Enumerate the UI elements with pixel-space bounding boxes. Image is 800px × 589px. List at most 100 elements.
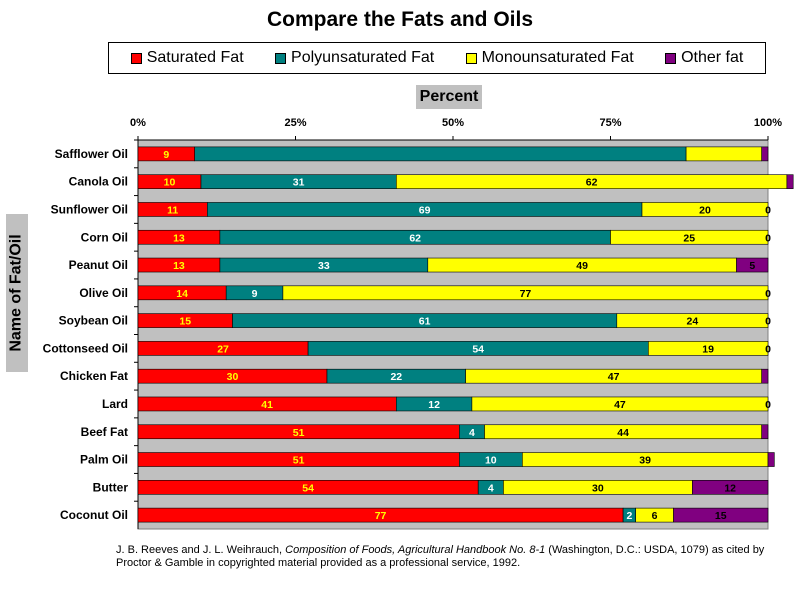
value-label: 4 xyxy=(469,427,475,439)
bar-segment xyxy=(282,285,769,301)
value-label: 9 xyxy=(252,288,258,300)
plot-area xyxy=(137,139,769,530)
legend-label-monounsaturated-fat: Monounsaturated Fat xyxy=(481,49,634,66)
source-citation: J. B. Reeves and J. L. Weihrauch, Compos… xyxy=(116,544,776,570)
value-label: 0 xyxy=(765,399,771,411)
category-label: Safflower Oil xyxy=(55,147,128,161)
bar-segment xyxy=(767,452,775,467)
category-label: Cottonseed Oil xyxy=(43,341,128,355)
value-label: 47 xyxy=(614,399,626,411)
legend-swatch-other-fat xyxy=(665,52,677,64)
bar-segment xyxy=(647,341,769,356)
value-label: 0 xyxy=(765,232,771,244)
y-axis-title: Name of Fat/Oil xyxy=(6,214,28,372)
value-label: 44 xyxy=(617,427,629,439)
value-label: 19 xyxy=(702,343,714,355)
value-label: 49 xyxy=(576,260,588,272)
source-citation-prefix: J. B. Reeves and J. L. Weihrauch, xyxy=(116,544,286,556)
bar-segment xyxy=(641,202,769,217)
value-label: 10 xyxy=(164,177,176,189)
x-tick-label: 100% xyxy=(754,117,782,129)
x-axis-title: Percent xyxy=(416,85,482,109)
value-label: 12 xyxy=(724,482,736,494)
value-label: 27 xyxy=(217,343,229,355)
bar-segment xyxy=(761,368,769,384)
value-label: 6 xyxy=(652,510,658,522)
value-label: 69 xyxy=(419,204,431,216)
category-label: Beef Fat xyxy=(81,425,128,439)
value-label: 62 xyxy=(586,177,598,189)
value-label: 11 xyxy=(167,204,178,216)
legend-label-other-fat: Other fat xyxy=(681,49,744,66)
value-label: 62 xyxy=(409,232,421,244)
legend-label-saturated-fat: Saturated Fat xyxy=(146,49,244,66)
value-label: 15 xyxy=(715,510,727,522)
legend-swatch-polyunsaturated-fat xyxy=(275,52,287,64)
value-label: 0 xyxy=(765,204,771,216)
value-label: 33 xyxy=(318,260,330,272)
value-label: 4 xyxy=(488,482,494,494)
category-label: Soybean Oil xyxy=(59,314,128,328)
value-label: 13 xyxy=(173,232,185,244)
value-label: 14 xyxy=(176,288,188,300)
value-label: 77 xyxy=(375,510,387,522)
bar-segment xyxy=(616,313,769,328)
bar-segment xyxy=(610,229,769,245)
value-label: 2 xyxy=(626,510,632,522)
source-citation-suffix: (Washington, D.C.: USDA, 1079) as cited … xyxy=(116,544,765,569)
value-label: 47 xyxy=(608,371,620,383)
value-label: 77 xyxy=(520,288,532,300)
category-label: Olive Oil xyxy=(79,286,128,300)
value-label: 51 xyxy=(293,427,305,439)
category-label: Peanut Oil xyxy=(69,258,128,272)
value-label: 0 xyxy=(765,316,771,328)
value-label: 0 xyxy=(765,288,771,300)
x-axis-title-text: Percent xyxy=(419,88,479,105)
value-label: 10 xyxy=(485,455,497,467)
value-label: 24 xyxy=(687,316,699,328)
value-label: 0 xyxy=(765,343,771,355)
legend: Saturated Fat Polyunsaturated Fat Monoun… xyxy=(108,42,766,74)
bar-segment xyxy=(194,146,687,162)
legend-label-polyunsaturated-fat: Polyunsaturated Fat xyxy=(291,49,435,66)
value-label: 61 xyxy=(419,316,431,328)
bar-segment xyxy=(692,480,769,495)
category-label: Coconut Oil xyxy=(60,508,128,522)
category-label: Butter xyxy=(93,480,129,494)
category-label: Sunflower Oil xyxy=(51,202,128,216)
legend-item-other-fat: Other fat xyxy=(665,49,743,67)
value-label: 20 xyxy=(699,204,711,216)
source-citation-title: Composition of Foods, Agricultural Handb… xyxy=(285,544,546,556)
value-label: 39 xyxy=(639,455,651,467)
bar-segment xyxy=(673,507,769,523)
value-label: 9 xyxy=(163,149,169,161)
x-tick-label: 0% xyxy=(130,117,146,129)
bar-segment xyxy=(471,396,769,412)
bar-segment xyxy=(736,257,769,273)
chart-plot: 0% 25% 50% 75% 100% Safflower Oil 9 Canola Oil 1… xyxy=(43,117,794,530)
value-label: 30 xyxy=(592,482,604,494)
value-label: 12 xyxy=(428,399,440,411)
category-label: Canola Oil xyxy=(69,175,128,189)
legend-swatch-monounsaturated-fat xyxy=(465,52,477,64)
value-label: 13 xyxy=(173,260,185,272)
x-tick-label: 25% xyxy=(284,117,306,129)
category-label: Chicken Fat xyxy=(60,369,128,383)
value-label: 31 xyxy=(293,177,305,189)
legend-item-saturated-fat: Saturated Fat xyxy=(130,49,244,67)
value-label: 15 xyxy=(179,316,191,328)
category-label: Palm Oil xyxy=(80,453,128,467)
legend-item-monounsaturated-fat: Monounsaturated Fat xyxy=(465,49,634,67)
value-label: 5 xyxy=(749,260,755,272)
value-label: 41 xyxy=(261,399,273,411)
category-label: Corn Oil xyxy=(81,230,128,244)
bar-segment xyxy=(685,146,762,162)
value-label: 30 xyxy=(227,371,239,383)
x-tick-label: 75% xyxy=(599,117,621,129)
value-label: 22 xyxy=(390,371,402,383)
bar-segment xyxy=(786,174,794,189)
value-label: 51 xyxy=(293,455,305,467)
x-tick-label: 50% xyxy=(442,117,464,129)
value-label: 25 xyxy=(683,232,695,244)
category-label: Lard xyxy=(102,397,128,411)
